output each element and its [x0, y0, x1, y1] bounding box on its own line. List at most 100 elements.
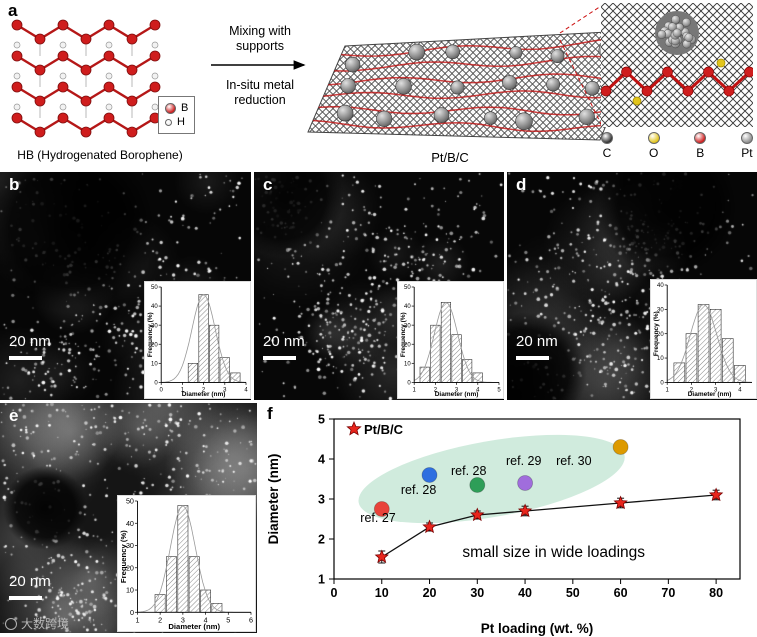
- scale-bar-c: 20 nm: [263, 334, 305, 360]
- svg-text:40: 40: [126, 519, 134, 528]
- atom-legend-item-o: O: [647, 132, 660, 160]
- svg-text:20: 20: [657, 332, 664, 338]
- svg-text:40: 40: [518, 586, 532, 600]
- scale-bar-line: [516, 356, 549, 360]
- svg-text:3: 3: [714, 387, 718, 393]
- panel-d: d 20 nm 1 2 3 4 0 10 20 30 40 Diameter (nm) Freque…: [507, 172, 757, 400]
- atom-legend-label-o: O: [648, 146, 659, 160]
- svg-text:30: 30: [470, 586, 484, 600]
- panel-b-label: b: [9, 175, 20, 194]
- scale-bar-b: 20 nm: [9, 334, 51, 360]
- svg-text:2: 2: [158, 615, 162, 624]
- hydrogen-atom-icon: [165, 118, 172, 126]
- svg-text:Diameter (nm): Diameter (nm): [435, 391, 479, 398]
- svg-text:50: 50: [151, 285, 158, 291]
- svg-text:4: 4: [318, 453, 325, 467]
- svg-text:5: 5: [497, 387, 501, 393]
- atom-legend-label-pt: Pt: [741, 146, 753, 160]
- svg-text:20: 20: [151, 342, 158, 348]
- svg-text:40: 40: [151, 304, 158, 310]
- svg-text:2: 2: [434, 387, 438, 393]
- svg-text:Pt loading (wt. %): Pt loading (wt. %): [481, 621, 594, 636]
- svg-text:10: 10: [657, 356, 664, 362]
- platinum-atom-icon: [740, 132, 753, 144]
- svg-text:Diameter (nm): Diameter (nm): [688, 391, 732, 398]
- atom-legend-label-c: C: [602, 146, 612, 160]
- svg-text:3: 3: [455, 387, 459, 393]
- svg-text:5: 5: [226, 615, 230, 624]
- svg-text:70: 70: [661, 586, 675, 600]
- svg-text:3: 3: [223, 387, 227, 393]
- svg-text:4: 4: [476, 387, 480, 393]
- hb-caption: HB (Hydrogenated Borophene): [17, 148, 183, 162]
- svg-text:1: 1: [318, 573, 325, 587]
- svg-text:ref. 28: ref. 28: [451, 464, 486, 478]
- svg-text:1: 1: [413, 387, 417, 393]
- atomic-zoom-inset-graphic: [601, 3, 753, 127]
- svg-text:3: 3: [181, 615, 185, 624]
- pt-b-c-sheet-graphic: [307, 5, 646, 141]
- atom-legend-item-pt: Pt: [740, 132, 753, 160]
- svg-text:50: 50: [126, 497, 134, 506]
- svg-text:80: 80: [709, 586, 723, 600]
- svg-text:4: 4: [204, 615, 208, 624]
- svg-text:ref. 30: ref. 30: [556, 454, 591, 468]
- boron-atom-icon: [165, 102, 176, 114]
- watermark-logo-icon: [5, 617, 17, 630]
- svg-text:Diameter (nm): Diameter (nm): [168, 622, 220, 631]
- panel-c-label: c: [263, 175, 273, 194]
- svg-text:1: 1: [181, 387, 185, 393]
- atom-legend-label-b: B: [696, 146, 705, 160]
- svg-text:ref. 29: ref. 29: [506, 454, 541, 468]
- oxygen-atom-icon: [647, 132, 660, 144]
- svg-text:10: 10: [151, 361, 158, 367]
- hb-legend-row-b: B: [165, 102, 188, 114]
- carbon-atom-icon: [601, 132, 613, 144]
- svg-text:5: 5: [318, 413, 325, 427]
- svg-text:40: 40: [404, 304, 411, 310]
- boron-atom-icon: [694, 132, 707, 144]
- svg-text:10: 10: [126, 586, 134, 595]
- svg-text:50: 50: [566, 586, 580, 600]
- atom-legend-item-b: B: [694, 132, 707, 160]
- scale-bar-text: 20 nm: [516, 333, 558, 350]
- scale-bar-text: 20 nm: [263, 333, 305, 350]
- svg-text:20: 20: [126, 563, 134, 572]
- svg-text:30: 30: [126, 541, 134, 550]
- panel-d-label: d: [516, 175, 527, 194]
- svg-text:Frequency (%): Frequency (%): [119, 530, 128, 583]
- svg-text:30: 30: [151, 323, 158, 329]
- svg-text:60: 60: [614, 586, 628, 600]
- svg-text:0: 0: [660, 381, 664, 387]
- panel-c: c 20 nm 1 2 3 4 5 0 10 20 30 40 50 Diameter (nm) Fre…: [254, 172, 504, 400]
- histogram-chart-e: 1 2 3 4 5 6 0 10 20 30 40 50 Diameter (nm) Frequency …: [119, 497, 253, 632]
- svg-text:0: 0: [407, 381, 411, 387]
- scale-bar-text: 20 nm: [9, 333, 51, 350]
- panel-b: b 20 nm 0 1 2 3 4 0 10 20 30 40 50 Diameter (nm) Fre…: [0, 172, 251, 400]
- watermark-text: 大数跨境: [21, 617, 70, 631]
- svg-text:Diameter (nm): Diameter (nm): [182, 391, 226, 398]
- svg-text:30: 30: [404, 323, 411, 329]
- svg-text:20: 20: [404, 342, 411, 348]
- scale-bar-line: [263, 356, 296, 360]
- svg-text:1: 1: [666, 387, 670, 393]
- hydrogenated-borophene-graphic: [11, 19, 161, 138]
- svg-text:3: 3: [318, 493, 325, 507]
- svg-text:0: 0: [130, 608, 134, 617]
- svg-text:4: 4: [244, 387, 248, 393]
- scale-bar-line: [9, 356, 42, 360]
- svg-text:2: 2: [202, 387, 206, 393]
- histogram-inset-d: 1 2 3 4 0 10 20 30 40 Diameter (nm) Frequency (%): [651, 280, 756, 398]
- histogram-inset-e: 1 2 3 4 5 6 0 10 20 30 40 50 Diameter (nm) Frequency …: [118, 496, 255, 631]
- svg-text:50: 50: [404, 285, 411, 291]
- hb-legend: B H: [158, 96, 196, 134]
- svg-text:Pt/B/C: Pt/B/C: [364, 422, 404, 437]
- svg-text:0: 0: [331, 586, 338, 600]
- atom-legend-item-c: C: [601, 132, 613, 160]
- step-reduction-text: In-situ metal reduction: [225, 78, 295, 107]
- svg-text:0: 0: [154, 381, 158, 387]
- svg-text:40: 40: [657, 283, 664, 289]
